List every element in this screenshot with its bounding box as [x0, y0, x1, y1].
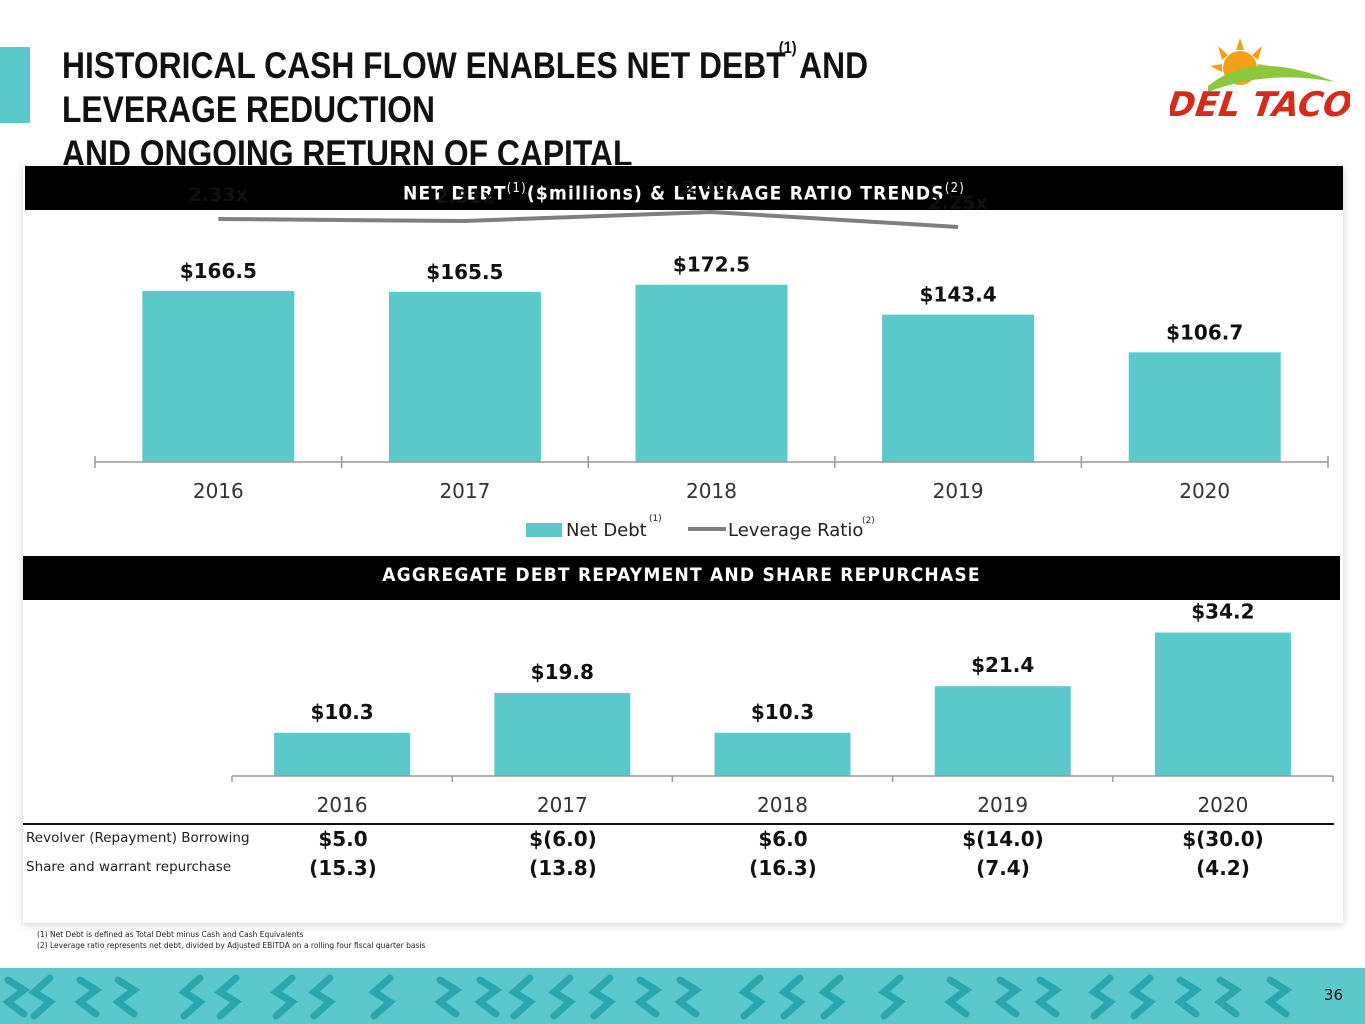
accent-block	[0, 47, 30, 123]
repayment-bar	[934, 686, 1071, 776]
leverage-ratio-label: 2.31x	[435, 186, 494, 208]
net-debt-value-label: $106.7	[1166, 320, 1243, 344]
revolver-value: $5.0	[318, 827, 368, 851]
net-debt-bar	[635, 284, 788, 462]
repayment-chart: $10.3 2016 $19.8 2017 $10.3 2018 $21.4 2019 $34.…	[23, 600, 1334, 825]
net-debt-bar	[388, 291, 541, 462]
legend-leverage-label: Leverage Ratio	[728, 520, 863, 541]
repayment-bar	[1154, 632, 1291, 776]
revolver-value: $(6.0)	[529, 827, 597, 851]
row-label-repurchase: Share and warrant repurchase	[26, 859, 232, 875]
net-debt-value-label: $172.5	[673, 253, 750, 277]
del-taco-logo: DEL TACO	[1170, 38, 1350, 125]
legend-leverage-sup: (2)	[862, 516, 875, 526]
legend-net-debt-sup: (1)	[649, 514, 662, 524]
net-debt-value-label: $165.5	[426, 260, 503, 284]
footnote-2: (2) Leverage ratio represents net debt, …	[37, 941, 426, 950]
net-debt-value-label: $143.4	[920, 283, 997, 307]
net-debt-value-label: $166.5	[180, 259, 257, 283]
row-label-revolver: Revolver (Repayment) Borrowing	[26, 830, 250, 846]
x-tick-label: 2018	[686, 479, 737, 503]
repayment-value-label: $34.2	[1191, 600, 1254, 624]
x-tick-label: 2019	[933, 479, 984, 503]
net-debt-chart: $166.5 2016 $165.5 2017 $172.5 2018 $143.4 2019…	[94, 177, 1329, 541]
repayment-value-label: $10.3	[310, 700, 373, 724]
logo-text: DEL TACO	[1170, 85, 1350, 125]
net-debt-bar	[882, 314, 1035, 462]
legend-net-debt-swatch	[526, 523, 562, 537]
x-tick-label: 2016	[317, 793, 368, 817]
leverage-ratio-label: 2.33x	[189, 184, 248, 206]
repayment-bar	[494, 692, 631, 776]
footer-band	[0, 968, 1365, 1024]
leverage-ratio-label: 2.25x	[929, 192, 988, 214]
x-tick-label: 2018	[757, 793, 808, 817]
leverage-ratio-line	[218, 209, 959, 229]
net-debt-bar	[142, 290, 295, 462]
repurchase-value: (16.3)	[749, 856, 817, 880]
repayment-value-label: $21.4	[971, 653, 1034, 677]
footnote-1: (1) Net Debt is defined as Total Debt mi…	[37, 930, 304, 939]
revolver-value: $(30.0)	[1182, 827, 1264, 851]
repayment-bar	[274, 732, 411, 776]
debt-repayment-band: AGGREGATE DEBT REPAYMENT AND SHARE REPUR…	[23, 556, 1340, 600]
repurchase-value: (4.2)	[1196, 856, 1250, 880]
hills-icon	[1208, 65, 1335, 92]
x-tick-label: 2017	[439, 479, 490, 503]
revolver-value: $6.0	[758, 827, 808, 851]
legend-net-debt-label: Net Debt	[566, 520, 647, 541]
repurchase-value: (15.3)	[309, 856, 377, 880]
x-tick-label: 2020	[1197, 793, 1248, 817]
page-number: 36	[1323, 986, 1343, 1004]
repurchase-value: (13.8)	[529, 856, 597, 880]
repayment-value-label: $10.3	[751, 700, 814, 724]
x-tick-label: 2017	[537, 793, 588, 817]
leverage-ratio-label: 2.40x	[682, 177, 741, 199]
revolver-value: $(14.0)	[962, 827, 1044, 851]
net-debt-band: NET DEBT(1)($millions) & LEVERAGE RATIO …	[25, 166, 1343, 210]
repayment-bar	[714, 732, 851, 776]
repurchase-value: (7.4)	[976, 856, 1030, 880]
x-tick-label: 2020	[1179, 479, 1230, 503]
net-debt-bar	[1128, 352, 1281, 462]
x-tick-label: 2016	[193, 479, 244, 503]
repayment-value-label: $19.8	[531, 660, 594, 684]
squiggle-pattern-icon	[2, 974, 1293, 1020]
x-tick-label: 2019	[977, 793, 1028, 817]
